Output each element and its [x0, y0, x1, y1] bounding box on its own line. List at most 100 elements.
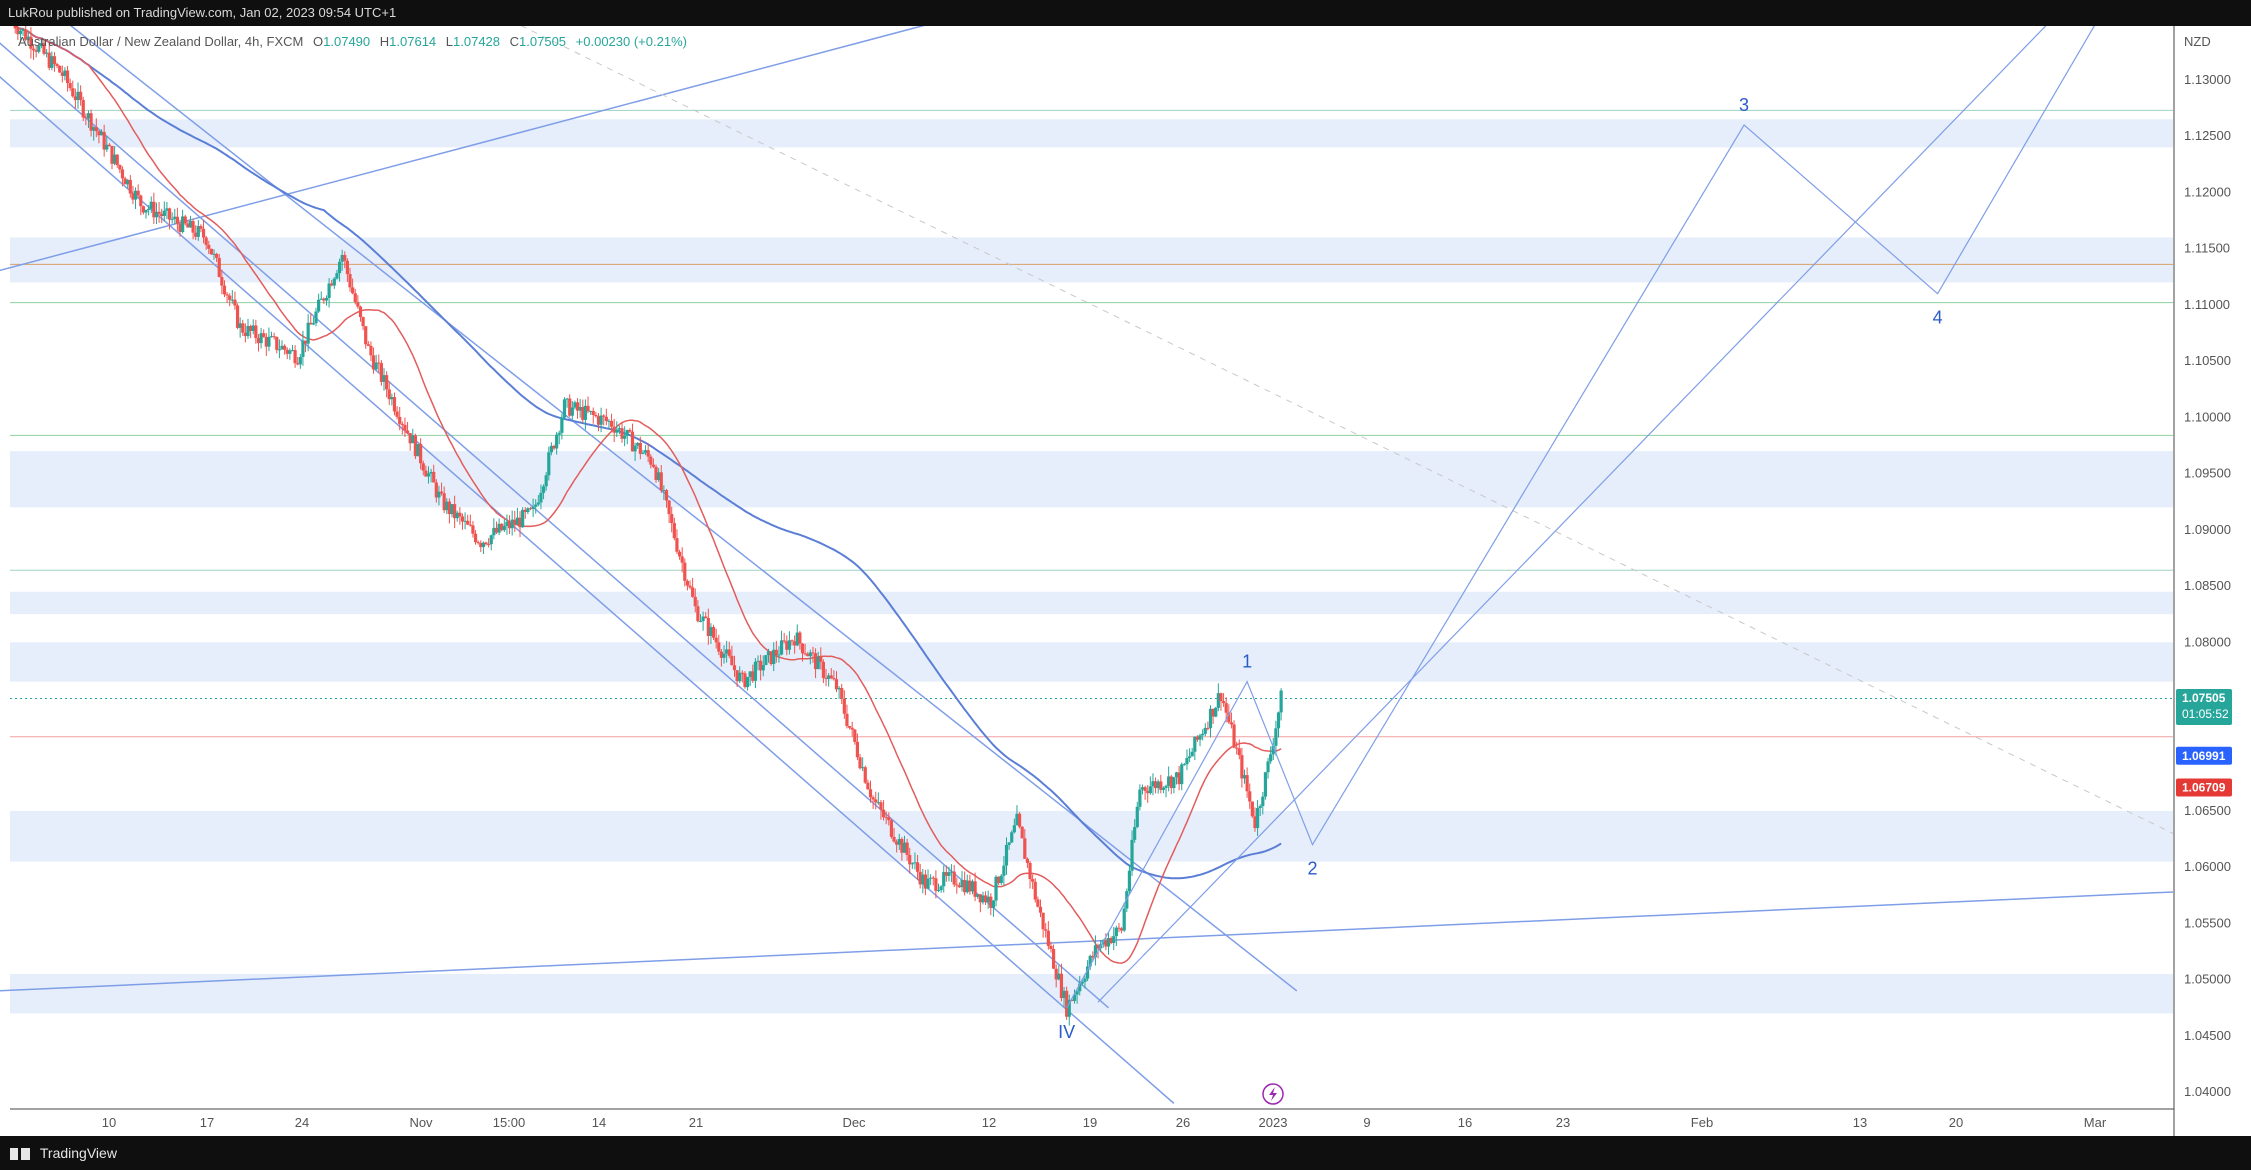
candle-body [994, 876, 998, 901]
candle-body [1036, 899, 1040, 907]
candle-body [173, 216, 177, 219]
candle-body [583, 405, 588, 420]
candle-body [986, 896, 990, 903]
candle-body [769, 651, 773, 665]
price-axis[interactable]: 1.13000 1.12500 1.12000 1.11500 1.11000 1.105… [2184, 72, 2231, 1099]
time-axis[interactable]: 10 17 24 Nov 15:00 14 21 Dec 12 19 26 2023 9 16 23 Feb 1… [102, 1115, 2107, 1130]
time-tick-label: 26 [1176, 1115, 1190, 1130]
candle-body [141, 206, 145, 213]
candle-body [1195, 736, 1200, 740]
candle-body [453, 504, 457, 519]
candle-body [1010, 832, 1014, 843]
price-tick-label: 1.11500 [2184, 241, 2230, 256]
candle-body [997, 876, 1001, 883]
time-tick-label: 20 [1949, 1115, 1963, 1130]
footer-brand[interactable]: TradingView [39, 1145, 117, 1161]
candle-body [965, 880, 969, 893]
candle-body [983, 895, 988, 903]
candle-body [596, 416, 601, 425]
candle-body [79, 91, 83, 101]
candle-body [908, 854, 912, 865]
candle-body [1080, 981, 1084, 984]
candle-body [646, 450, 650, 457]
time-tick-label: Nov [409, 1115, 433, 1130]
candle-body [1151, 781, 1155, 787]
candle-body [745, 676, 750, 688]
candle-body [976, 894, 980, 897]
candle-body [254, 325, 258, 339]
candle-body [874, 799, 878, 803]
candle-body [850, 727, 854, 730]
candle-body [1017, 813, 1022, 827]
symbol-name: Australian Dollar / New Zealand Dollar, … [18, 34, 303, 49]
candle-body [1038, 906, 1043, 913]
candle-body [717, 642, 721, 652]
candle-body [131, 193, 135, 200]
candle-body [65, 70, 70, 84]
candle-body [800, 643, 805, 654]
candle-body [1232, 724, 1236, 748]
candle-body [403, 424, 407, 431]
candle-body [863, 767, 867, 783]
horizontal-levels [10, 109, 2173, 738]
candle-body [419, 443, 423, 464]
candle-body [704, 616, 708, 618]
candle-body [586, 405, 590, 412]
candle-body [405, 430, 410, 434]
candle-body [230, 299, 234, 301]
candle-body [113, 154, 117, 164]
candle-body [1187, 756, 1192, 758]
candle-body [411, 435, 415, 444]
candle-body [330, 283, 334, 286]
candle-body [1180, 764, 1184, 785]
tradingview-logo-icon[interactable] [10, 1148, 30, 1161]
candle-body [24, 29, 28, 40]
time-tick-label: 17 [200, 1115, 214, 1130]
candle-body [756, 660, 760, 662]
elliott-wave-projection [1066, 26, 2095, 1009]
candle-body [1106, 938, 1111, 947]
candle-body [1169, 776, 1173, 789]
candle-body [970, 881, 975, 892]
candle-body [1255, 808, 1260, 829]
lightning-icon[interactable] [1262, 1083, 1284, 1105]
candle-body [868, 789, 873, 798]
candle-body [1059, 973, 1064, 999]
low-value: 1.07428 [453, 34, 500, 49]
candle-body [1104, 940, 1108, 947]
candle-body [1065, 990, 1069, 1017]
candle-body [337, 261, 342, 274]
candle-body [34, 50, 38, 52]
candle-body [351, 287, 355, 294]
candle-body [552, 445, 556, 449]
candle-body [910, 863, 914, 865]
candle-body [105, 144, 109, 150]
candle-body [706, 617, 710, 637]
candle-body [544, 475, 548, 487]
high-label: H [380, 34, 389, 49]
candle-body [683, 562, 687, 581]
candle-body [915, 862, 920, 872]
candle-body [816, 656, 820, 670]
candle-body [387, 389, 391, 400]
candle-body [1007, 842, 1011, 845]
candle-body [936, 890, 941, 892]
candle-body [471, 525, 475, 534]
candle-body [1159, 781, 1163, 790]
candle-body [617, 428, 622, 430]
candle-body [989, 896, 993, 908]
candle-body [722, 653, 726, 658]
candle-body [1023, 838, 1027, 859]
candle-body [918, 871, 922, 885]
candle-body [366, 344, 370, 346]
candle-body [484, 542, 488, 545]
candle-body [654, 466, 658, 481]
plot-area[interactable] [10, 26, 2173, 1109]
candle-body [507, 521, 512, 529]
price-tick-label: 1.10500 [2184, 353, 2231, 368]
candle-body [667, 500, 671, 515]
candle-body [450, 504, 454, 515]
candle-body [466, 520, 470, 525]
candle-body [795, 632, 799, 646]
